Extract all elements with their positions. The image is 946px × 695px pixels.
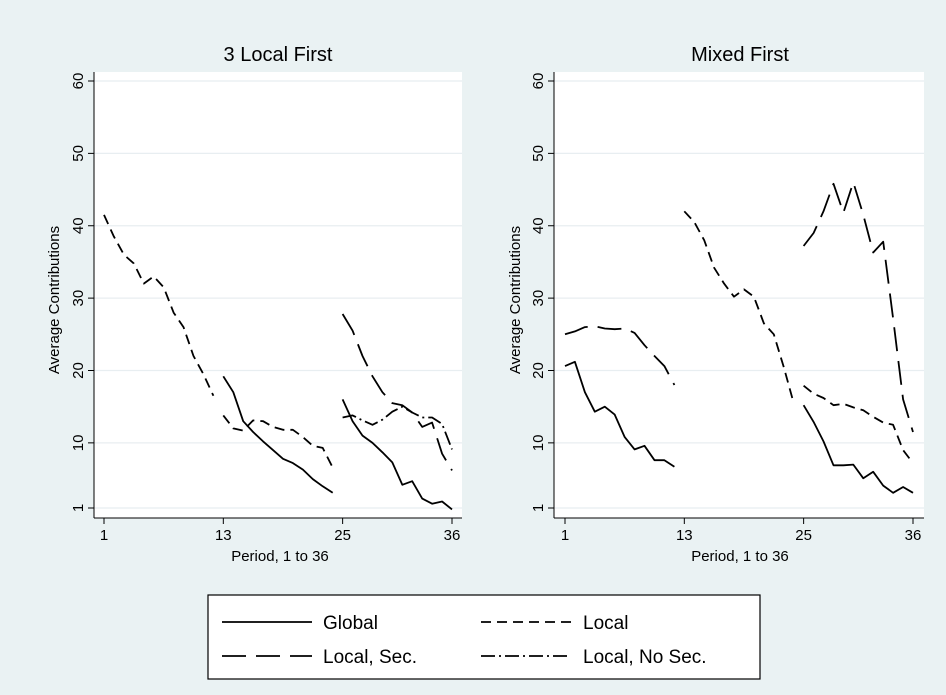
legend-label-local: Local (583, 613, 628, 634)
y-tick-label: 10 (530, 435, 547, 452)
panel-mixed-first: Mixed First 1 10 20 30 40 50 60 1 13 25 36 Period,… (507, 44, 924, 565)
plot-area (554, 72, 924, 518)
legend-label-global: Global (323, 613, 378, 634)
legend: Global Local Local, Sec. Local, No Sec. (208, 595, 760, 679)
y-tick-label: 20 (530, 362, 547, 379)
y-tick-label: 1 (70, 504, 87, 512)
y-tick-label: 10 (70, 435, 87, 452)
y-tick-label: 40 (530, 217, 547, 234)
x-tick-label: 25 (334, 527, 351, 544)
x-tick-label: 1 (561, 527, 569, 544)
x-tick-label: 13 (676, 527, 693, 544)
panel-title: Mixed First (691, 44, 789, 66)
y-tick-label: 60 (530, 73, 547, 90)
x-tick-label: 13 (215, 527, 232, 544)
panel-3-local-first: 3 Local First 1 10 20 30 40 50 60 1 13 25 36 Perio… (46, 44, 462, 565)
y-tick-label: 40 (70, 217, 87, 234)
x-axis-title: Period, 1 to 36 (691, 548, 789, 565)
y-tick-label: 30 (70, 290, 87, 307)
plot-area (94, 72, 462, 518)
legend-label-local-no-sec: Local, No Sec. (583, 647, 707, 668)
y-tick-label: 60 (70, 73, 87, 90)
x-tick-label: 25 (795, 527, 812, 544)
y-tick-label: 50 (70, 145, 87, 162)
y-tick-label: 1 (530, 504, 547, 512)
y-tick-label: 30 (530, 290, 547, 307)
y-tick-label: 50 (530, 145, 547, 162)
x-tick-label: 36 (905, 527, 922, 544)
x-tick-label: 36 (444, 527, 461, 544)
x-axis-title: Period, 1 to 36 (231, 548, 329, 565)
y-tick-label: 20 (70, 362, 87, 379)
legend-label-local-sec: Local, Sec. (323, 647, 417, 668)
x-tick-label: 1 (100, 527, 108, 544)
panel-title: 3 Local First (224, 44, 333, 66)
y-axis-title: Average Contributions (46, 226, 63, 374)
y-axis-title: Average Contributions (507, 226, 524, 374)
